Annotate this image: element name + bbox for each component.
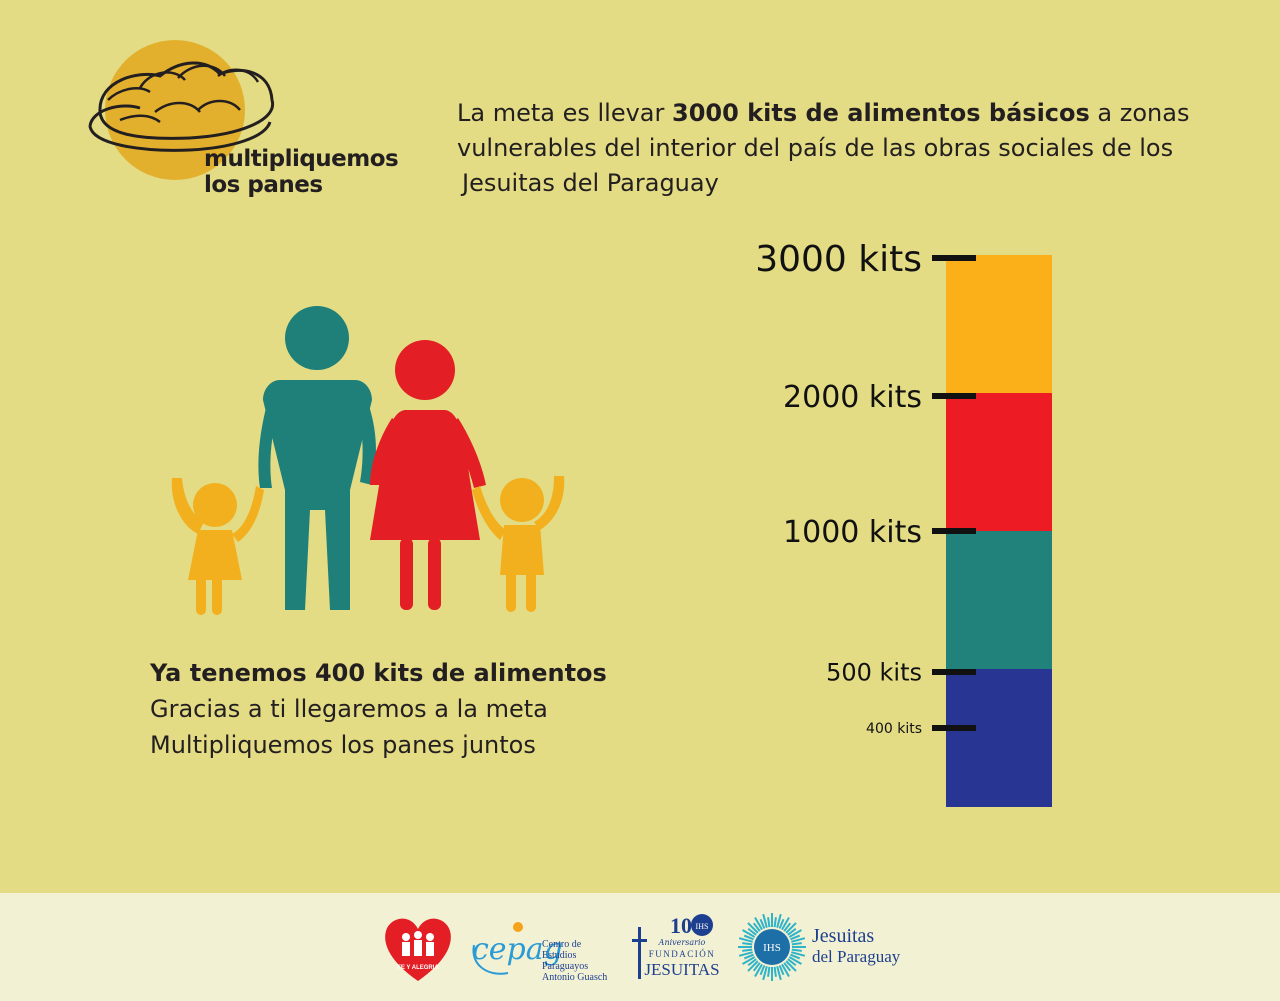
tick-label-3: 1000 kits [783,515,922,550]
bread-icon [88,40,275,180]
tick-label-2: 2000 kits [783,380,922,415]
mother-icon [370,340,486,610]
svg-text:IHS: IHS [696,922,709,931]
goal-segment-3 [946,393,1052,531]
fya-label: FE Y ALEGRIA [397,965,439,971]
logo-line-2: los panes [204,172,323,198]
jesuitas-line-1: Jesuitas [812,925,875,947]
ihs-label: IHS [763,942,781,954]
svg-text:cepag: cepag [472,932,563,967]
cepag-text: Centro de Estudios Paraguayos Antonio Gu… [542,939,618,983]
cepag-line-3: Antonio Guasch [542,972,608,983]
goal-segment-1 [946,669,1052,807]
intro-line-3: Jesuitas del Paraguay [462,169,719,197]
family-illustration [160,300,580,630]
tick-mark-3 [932,528,976,534]
tick-label-4: 500 kits [826,659,922,687]
ihs-seal-icon: IHS [738,913,806,981]
tick-label-5: 400 kits [866,721,922,737]
message-line-3: Multipliquemos los panes juntos [150,731,536,759]
child-left-icon [171,478,264,615]
intro-pre: La meta es llevar [457,99,673,127]
fundacion-label: FUNDACIÓN [649,949,716,959]
heart-logo-icon: FE Y ALEGRIA [385,918,451,981]
goal-segment-2 [946,531,1052,669]
sponsor-fundacion-jesuitas: 10 IHS Aniversario FUNDACIÓN JESUITAS [630,911,722,985]
jesuitas-text: Jesuitas del Paraguay [812,925,900,967]
goal-chart-svg: 3000 kits 2000 kits 1000 kits 500 kits 400 k… [755,239,1052,807]
intro-paragraph: La meta es llevar 3000 kits de alimentos… [457,96,1237,201]
footer: FE Y ALEGRIA cepag Centro de Estudios Pa… [0,893,1280,1001]
anniversary-label: Aniversario [658,938,706,947]
tick-mark-1 [932,255,976,261]
goal-chart: 3000 kits 2000 kits 1000 kits 500 kits 400 k… [740,239,1080,820]
sponsor-jesuitas-del-paraguay: IHS Jesuitas del Paraguay [736,911,926,985]
logo [80,40,400,210]
child-right-icon [472,476,565,612]
intro-post: a zonas [1089,99,1190,127]
tick-mark-2 [932,393,976,399]
logo-text: multipliquemos los panes [204,146,399,198]
tick-mark-5 [932,725,976,731]
intro-line-2: vulnerables del interior del país de las… [457,134,1174,162]
tick-label-1: 3000 kits [755,240,922,280]
progress-message: Ya tenemos 400 kits de alimentos Gracias… [150,655,607,763]
cepag-line-2: Estudios Paraguayos [542,950,589,972]
intro-line-1: La meta es llevar 3000 kits de alimentos… [457,96,1237,131]
anniversary-number: 10 [670,913,692,938]
father-icon [258,306,377,610]
cepag-line-1: Centro de [542,939,582,950]
fundacion-logo-icon: 10 IHS Aniversario FUNDACIÓN JESUITAS [632,913,720,979]
family-icon [171,306,565,615]
sponsor-cepag: cepag Centro de Estudios Paraguayos Anto… [468,915,618,983]
cepag-logo-icon: cepag [472,922,563,975]
jesuitas-label: JESUITAS [644,960,719,979]
logo-line-1: multipliquemos [204,146,399,172]
tick-mark-4 [932,669,976,675]
intro-highlight: 3000 kits de alimentos básicos [672,99,1090,127]
message-line-2: Gracias a ti llegaremos a la meta [150,695,548,723]
sponsor-fe-y-alegria: FE Y ALEGRIA [382,913,454,983]
jesuitas-line-2: del Paraguay [812,947,901,966]
goal-segment-4 [946,255,1052,393]
message-line-1: Ya tenemos 400 kits de alimentos [150,659,607,687]
